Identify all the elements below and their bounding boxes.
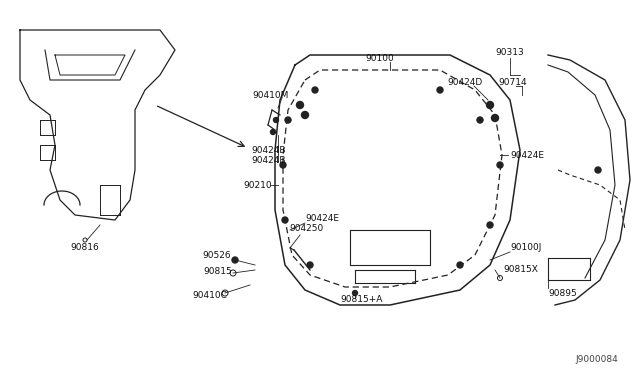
Text: J9000084: J9000084 [575,356,618,365]
Circle shape [492,115,499,122]
Text: 90526: 90526 [202,250,230,260]
Text: 90815+A: 90815+A [340,295,382,305]
Circle shape [285,117,291,123]
Text: 90815X: 90815X [503,266,538,275]
Text: 90424D: 90424D [447,77,483,87]
Circle shape [457,262,463,268]
Circle shape [296,102,303,109]
Circle shape [301,112,308,119]
Circle shape [595,167,601,173]
Text: 90424E: 90424E [510,151,544,160]
Circle shape [307,262,313,268]
Text: 90100J: 90100J [510,243,541,251]
Text: 90313: 90313 [495,48,524,57]
Text: 90424B: 90424B [251,145,285,154]
Circle shape [271,129,275,135]
Circle shape [486,102,493,109]
Circle shape [353,291,358,295]
Circle shape [437,87,443,93]
Text: 90816: 90816 [70,243,99,251]
Circle shape [232,257,238,263]
Text: 90714: 90714 [498,77,527,87]
Text: 90815: 90815 [203,267,232,276]
Circle shape [477,117,483,123]
Circle shape [487,222,493,228]
Circle shape [280,162,286,168]
Circle shape [273,118,278,122]
Circle shape [282,217,288,223]
Text: 90100: 90100 [365,54,394,62]
Text: 90410M: 90410M [252,90,289,99]
Circle shape [497,162,503,168]
Text: 90424B: 90424B [251,155,285,164]
Text: 904250: 904250 [289,224,323,232]
Text: 90895: 90895 [548,289,577,298]
Text: 90410C: 90410C [192,291,227,299]
Text: 90210: 90210 [243,180,271,189]
Circle shape [312,87,318,93]
Text: 90424E: 90424E [305,214,339,222]
